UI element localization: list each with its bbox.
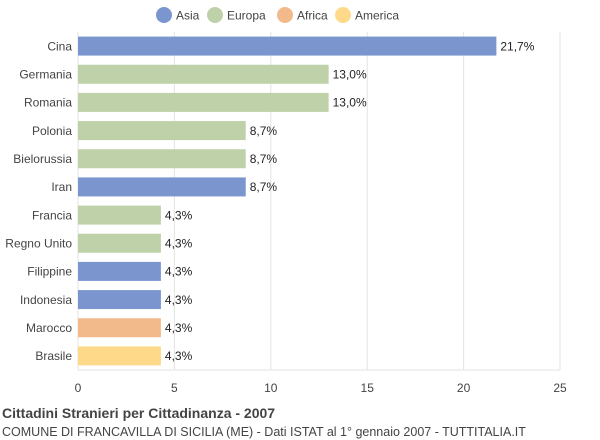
bar-francia xyxy=(78,205,161,225)
category-label-germania: Germania xyxy=(19,67,72,81)
category-label-iran: Iran xyxy=(51,180,72,194)
category-label-romania: Romania xyxy=(24,96,72,110)
chart-subtitle: COMUNE DI FRANCAVILLA DI SICILIA (ME) - … xyxy=(2,425,526,439)
chart-title: Cittadini Stranieri per Cittadinanza - 2… xyxy=(2,405,276,421)
legend-swatch-europa xyxy=(207,7,223,23)
legend-swatch-america xyxy=(335,7,351,23)
x-tick-label: 10 xyxy=(264,381,278,395)
bar-marocco xyxy=(78,318,161,338)
bar-germania xyxy=(78,64,329,84)
category-label-brasile: Brasile xyxy=(35,349,72,363)
x-tick-label: 15 xyxy=(361,381,375,395)
legend-label-america: America xyxy=(355,9,399,23)
x-tick-label: 25 xyxy=(553,381,567,395)
category-label-cina: Cina xyxy=(47,39,72,53)
grid-lines xyxy=(77,32,561,371)
value-label-germania: 13,0% xyxy=(333,67,367,81)
legend: Asia Europa Africa America xyxy=(156,7,399,23)
x-tick-label: 5 xyxy=(171,381,178,395)
value-label-regno-unito: 4,3% xyxy=(165,236,193,250)
x-tick-label: 0 xyxy=(75,381,82,395)
bar-iran xyxy=(78,177,246,197)
value-label-brasile: 4,3% xyxy=(165,349,193,363)
value-label-romania: 13,0% xyxy=(333,96,367,110)
value-label-marocco: 4,3% xyxy=(165,321,193,335)
bar-cina xyxy=(78,36,497,56)
legend-swatch-africa xyxy=(277,7,293,23)
value-label-francia: 4,3% xyxy=(165,208,193,222)
bar-polonia xyxy=(78,121,246,141)
category-label-francia: Francia xyxy=(32,208,72,222)
value-label-bielorussia: 8,7% xyxy=(250,152,278,166)
bar-filippine xyxy=(78,261,161,281)
bar-bielorussia xyxy=(78,149,246,169)
legend-label-europa: Europa xyxy=(227,9,266,23)
category-label-filippine: Filippine xyxy=(27,265,72,279)
category-label-polonia: Polonia xyxy=(32,124,72,138)
x-axis-ticks: 0 5 10 15 20 25 xyxy=(75,381,567,395)
value-labels: 21,7% 13,0% 13,0% 8,7% 8,7% 8,7% 4,3% 4,3% 4,3% 4… xyxy=(165,39,535,363)
category-label-bielorussia: Bielorussia xyxy=(13,152,72,166)
value-label-indonesia: 4,3% xyxy=(165,293,193,307)
bar-regno-unito xyxy=(78,233,161,253)
value-label-filippine: 4,3% xyxy=(165,265,193,279)
legend-label-africa: Africa xyxy=(297,9,328,23)
bars xyxy=(78,36,497,366)
bar-chart: Asia Europa Africa America Cina Germania Roma… xyxy=(5,7,567,395)
category-label-marocco: Marocco xyxy=(26,321,72,335)
legend-swatch-asia xyxy=(156,7,172,23)
value-label-cina: 21,7% xyxy=(500,39,534,53)
value-label-polonia: 8,7% xyxy=(250,124,278,138)
category-labels: Cina Germania Romania Polonia Bielorussia Ira… xyxy=(5,39,72,363)
bar-brasile xyxy=(78,346,161,366)
bar-romania xyxy=(78,92,329,112)
category-label-regno-unito: Regno Unito xyxy=(5,236,72,250)
x-tick-label: 20 xyxy=(457,381,471,395)
value-label-iran: 8,7% xyxy=(250,180,278,194)
bar-indonesia xyxy=(78,290,161,310)
category-label-indonesia: Indonesia xyxy=(20,293,72,307)
legend-label-asia: Asia xyxy=(176,9,200,23)
